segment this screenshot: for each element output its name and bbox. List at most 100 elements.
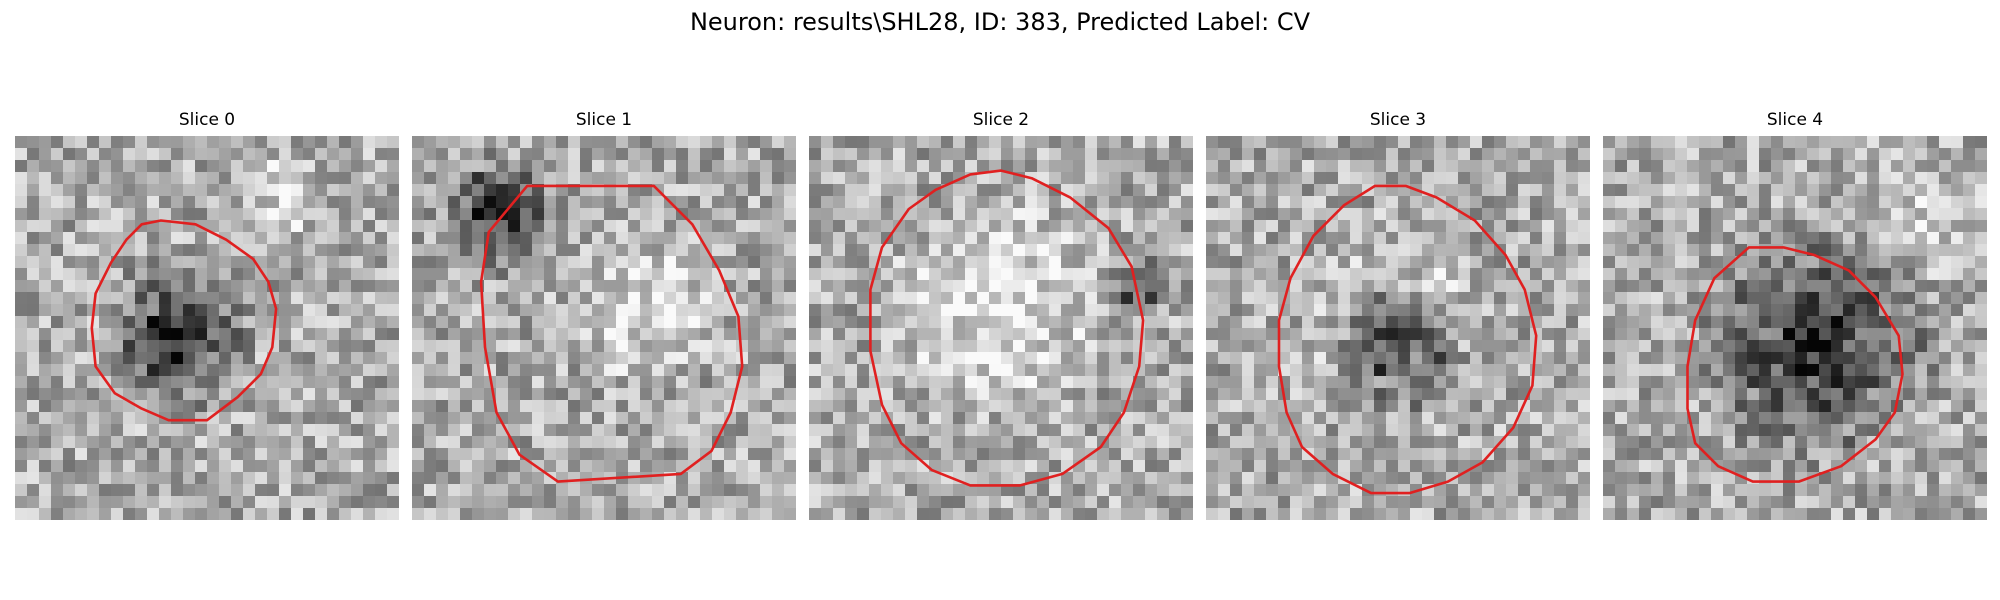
- pixel-cell: [508, 460, 521, 473]
- pixel-cell: [39, 244, 52, 257]
- pixel-cell: [1338, 352, 1351, 365]
- pixel-cell: [63, 268, 76, 281]
- pixel-cell: [63, 400, 76, 413]
- pixel-cell: [1867, 292, 1880, 305]
- pixel-cell: [75, 244, 88, 257]
- pixel-cell: [1109, 136, 1122, 149]
- pixel-cell: [27, 328, 40, 341]
- pixel-cell: [1615, 160, 1628, 173]
- pixel-cell: [1302, 148, 1315, 161]
- pixel-cell: [1615, 388, 1628, 401]
- pixel-cell: [472, 496, 485, 509]
- pixel-cell: [303, 160, 316, 173]
- pixel-cell: [532, 376, 545, 389]
- pixel-cell: [1975, 388, 1987, 401]
- pixel-cell: [953, 280, 966, 293]
- pixel-cell: [339, 268, 352, 281]
- pixel-cell: [833, 460, 846, 473]
- pixel-cell: [1615, 268, 1628, 281]
- pixel-cell: [1915, 352, 1928, 365]
- pixel-cell: [1651, 388, 1664, 401]
- pixel-cell: [809, 460, 822, 473]
- pixel-cell: [1181, 172, 1193, 185]
- pixel-cell: [1795, 376, 1808, 389]
- pixel-cell: [1578, 280, 1590, 293]
- pixel-cell: [977, 388, 990, 401]
- pixel-cell: [1169, 304, 1182, 317]
- pixel-cell: [941, 292, 954, 305]
- pixel-cell: [303, 508, 316, 520]
- pixel-cell: [1290, 472, 1303, 485]
- pixel-cell: [339, 448, 352, 461]
- pixel-cell: [363, 196, 376, 209]
- pixel-cell: [1157, 352, 1170, 365]
- pixel-cell: [1831, 148, 1844, 161]
- pixel-cell: [869, 292, 882, 305]
- pixel-cell: [1578, 376, 1590, 389]
- pixel-cell: [1085, 472, 1098, 485]
- pixel-cell: [1711, 292, 1724, 305]
- pixel-cell: [532, 172, 545, 185]
- pixel-cell: [1302, 292, 1315, 305]
- pixel-cell: [917, 472, 930, 485]
- pixel-cell: [1097, 280, 1110, 293]
- pixel-cell: [1927, 340, 1940, 353]
- pixel-cell: [1927, 268, 1940, 281]
- pixel-cell: [387, 352, 399, 365]
- pixel-cell: [1855, 364, 1868, 377]
- pixel-cell: [1795, 172, 1808, 185]
- pixel-cell: [1554, 196, 1567, 209]
- pixel-cell: [436, 244, 449, 257]
- pixel-cell: [1374, 244, 1387, 257]
- pixel-cell: [1410, 196, 1423, 209]
- pixel-cell: [1603, 256, 1616, 269]
- pixel-cell: [1470, 280, 1483, 293]
- pixel-cell: [1699, 172, 1712, 185]
- pixel-cell: [1073, 496, 1086, 509]
- pixel-cell: [159, 364, 172, 377]
- pixel-cell: [1542, 184, 1555, 197]
- pixel-cell: [1386, 364, 1399, 377]
- pixel-cell: [544, 412, 557, 425]
- pixel-cell: [580, 196, 593, 209]
- pixel-cell: [1627, 460, 1640, 473]
- pixel-cell: [1386, 460, 1399, 473]
- pixel-cell: [1771, 184, 1784, 197]
- pixel-cell: [1663, 328, 1676, 341]
- pixel-cell: [448, 220, 461, 233]
- pixel-cell: [989, 232, 1002, 245]
- pixel-cell: [1266, 136, 1279, 149]
- pixel-cell: [1939, 424, 1952, 437]
- pixel-cell: [243, 472, 256, 485]
- pixel-cell: [520, 340, 533, 353]
- pixel-cell: [1302, 268, 1315, 281]
- pixel-cell: [1639, 460, 1652, 473]
- pixel-cell: [207, 244, 220, 257]
- pixel-cell: [1711, 220, 1724, 233]
- pixel-cell: [327, 196, 340, 209]
- pixel-cell: [1603, 412, 1616, 425]
- pixel-cell: [1470, 232, 1483, 245]
- pixel-cell: [809, 328, 822, 341]
- pixel-cell: [171, 184, 184, 197]
- pixel-cell: [207, 184, 220, 197]
- pixel-cell: [1494, 256, 1507, 269]
- pixel-cell: [1891, 160, 1904, 173]
- pixel-cell: [231, 208, 244, 221]
- pixel-cell: [1218, 352, 1231, 365]
- pixel-cell: [809, 172, 822, 185]
- pixel-cell: [1470, 472, 1483, 485]
- pixel-cell: [1903, 244, 1916, 257]
- pixel-cell: [1049, 340, 1062, 353]
- pixel-cell: [1735, 292, 1748, 305]
- pixel-cell: [1554, 268, 1567, 281]
- pixel-cell: [772, 196, 785, 209]
- pixel-cell: [1314, 340, 1327, 353]
- pixel-cell: [303, 220, 316, 233]
- slice-image-3: [1206, 136, 1590, 520]
- pixel-cell: [652, 340, 665, 353]
- pixel-cell: [99, 316, 112, 329]
- pixel-cell: [833, 268, 846, 281]
- pixel-cell: [279, 184, 292, 197]
- pixel-cell: [1133, 400, 1146, 413]
